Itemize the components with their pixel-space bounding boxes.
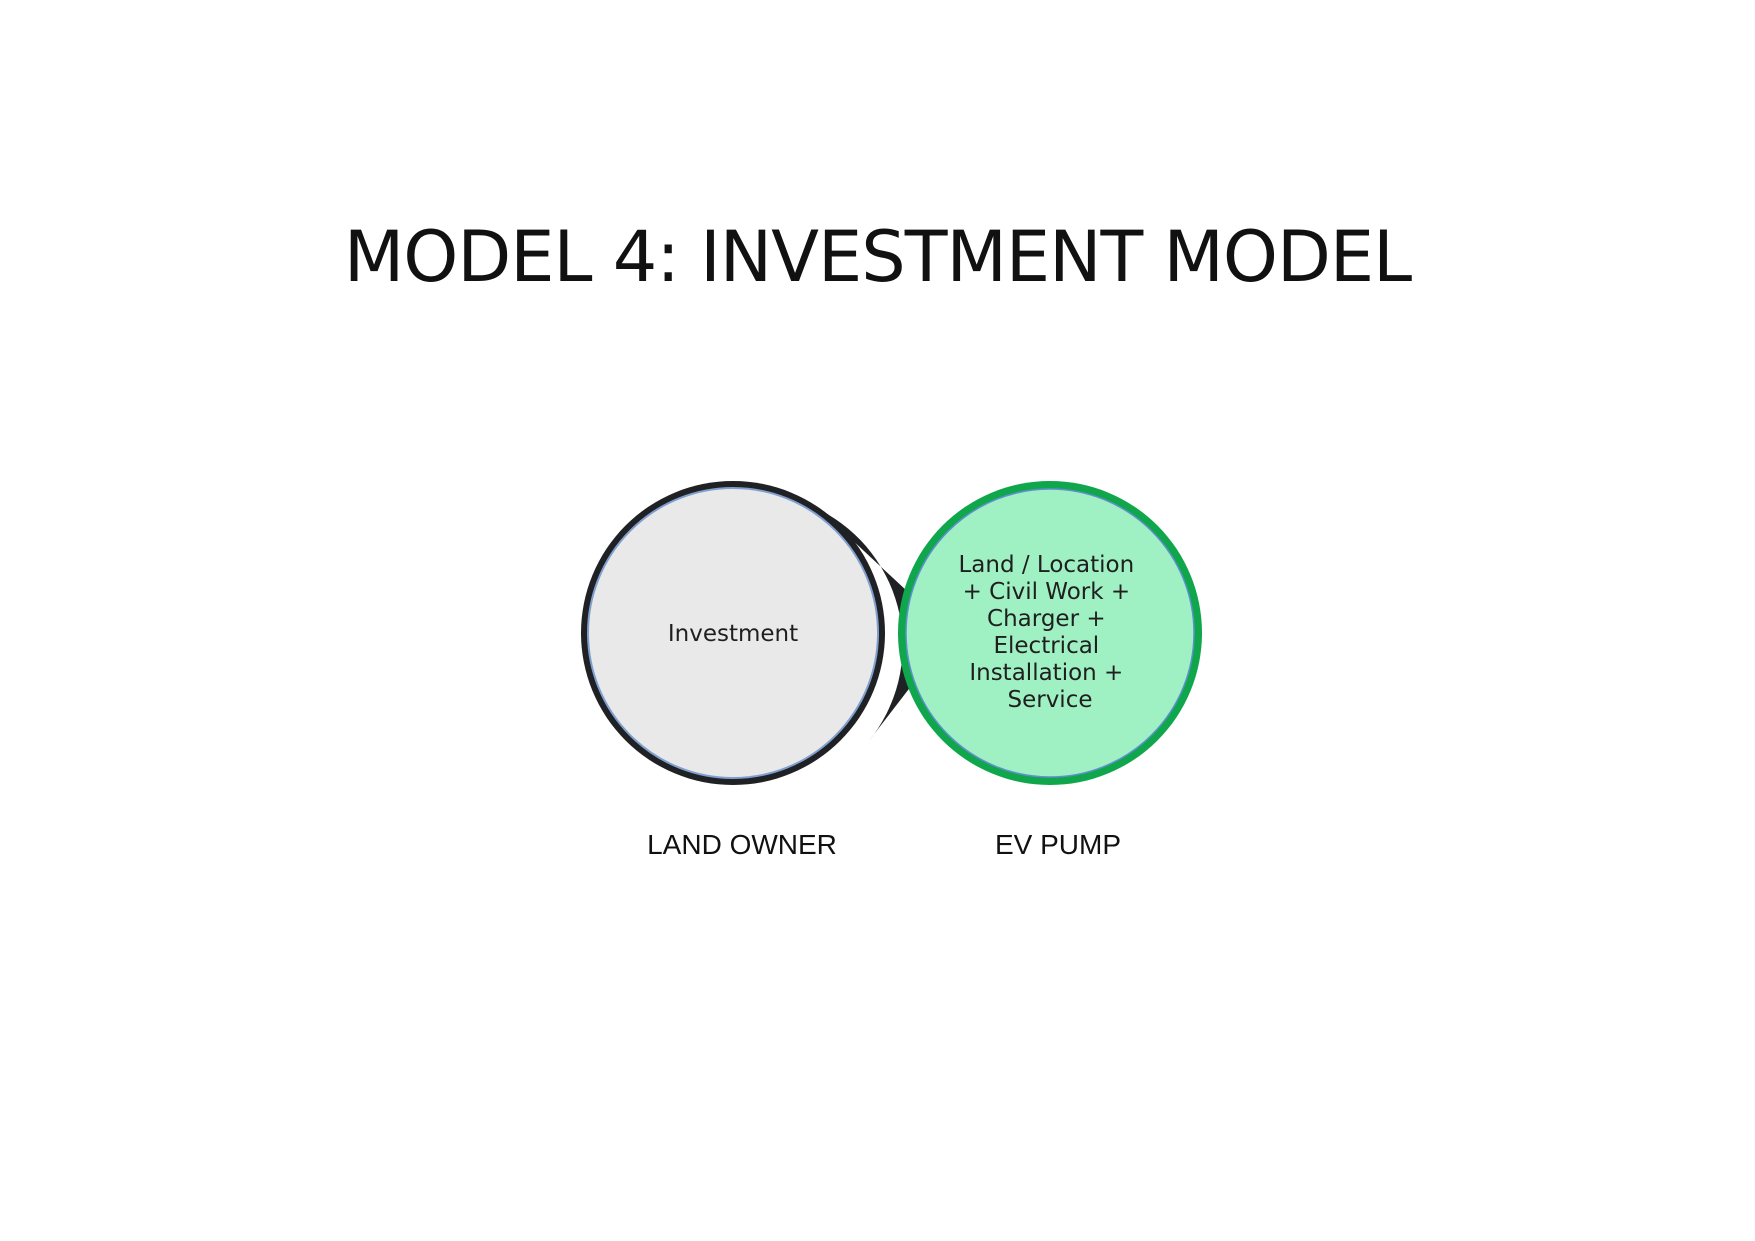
land-owner-node (587, 487, 879, 779)
ev-pump-line: Charger + (987, 606, 1106, 632)
ev-pump-description: Land / Location + Civil Work + Charger +… (958, 552, 1141, 713)
ev-pump-line: Service (1007, 687, 1092, 713)
ev-pump-line: Land / Location (958, 552, 1134, 578)
page-title: MODEL 4: INVESTMENT MODEL (343, 216, 1412, 298)
ev-pump-line: + Civil Work + (963, 579, 1131, 605)
ev-pump-node (905, 488, 1195, 778)
ev-pump-caption: EV PUMP (995, 829, 1121, 860)
land-owner-caption: LAND OWNER (647, 829, 837, 860)
investment-label: Investment (668, 621, 798, 647)
ev-pump-line: Installation + (969, 660, 1123, 686)
ev-pump-line: Electrical (993, 633, 1099, 659)
